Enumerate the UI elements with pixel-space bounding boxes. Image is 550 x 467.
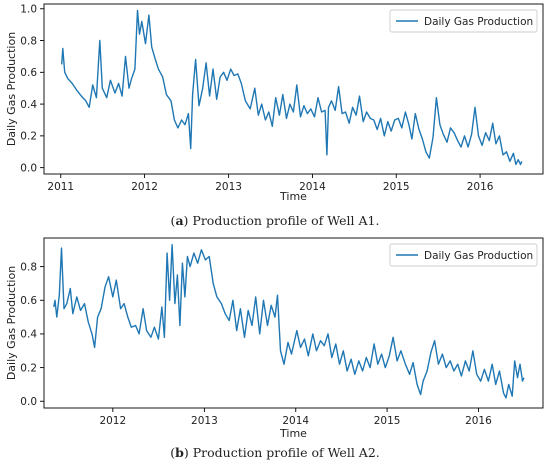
x-tick-label: 2014 [282,415,309,427]
legend-label: Daily Gas Production [424,16,533,28]
x-tick-label: 2016 [467,181,494,193]
x-axis-title: Time [279,427,307,440]
legend-box [389,243,538,267]
caption-label: b [175,445,184,460]
y-tick-label: 0.6 [20,67,37,79]
chart-panel-b: 0.0 0.2 0.4 0.6 0.8 2012 2013 2014 2015 2016 Tim… [5,237,544,440]
x-axis: 2011 2012 2013 2014 2015 2016 [47,174,494,193]
caption-b: (b) Production profile of Well A2. [170,445,380,460]
legend: Daily Gas Production [389,243,538,267]
y-tick-label: 1.0 [20,4,37,16]
x-tick-label: 2011 [47,181,74,193]
legend-label: Daily Gas Production [424,250,533,262]
y-tick-label: 0.2 [20,131,37,143]
x-tick-label: 2012 [99,415,126,427]
y-tick-label: 0.4 [20,99,37,111]
y-tick-label: 0.0 [20,396,37,408]
y-tick-label: 0.8 [20,261,37,273]
caption-label: a [175,213,184,228]
x-tick-label: 2015 [383,181,410,193]
x-tick-label: 2013 [191,415,218,427]
y-tick-label: 0.2 [20,362,37,374]
x-tick-label: 2016 [465,415,492,427]
y-axis: 0.0 0.2 0.4 0.6 0.8 [20,261,44,408]
x-tick-label: 2012 [131,181,158,193]
y-axis: 0.0 0.2 0.4 0.6 0.8 1.0 [20,4,44,174]
caption-a: (a) Production profile of Well A1. [170,213,380,228]
series-line [53,244,525,399]
y-tick-label: 0.6 [20,295,37,307]
y-axis-title: Daily Gas Production [5,32,18,146]
y-tick-label: 0.8 [20,35,37,47]
chart-panel-a: 0.00.20.40.60.81.0 2011 2012 2013 2014 2015 2… [5,3,544,203]
y-tick-label: 0.4 [20,329,37,341]
legend-box [389,9,538,33]
x-tick-label: 2013 [215,181,242,193]
plot-area [43,237,544,409]
x-tick-label: 2014 [299,181,326,193]
x-tick-label: 2015 [374,415,401,427]
x-axis: 2012 2013 2014 2015 2016 [99,408,492,427]
caption-text: Production profile of Well A2. [192,445,380,460]
series-line [61,9,523,166]
plot-area [43,3,544,175]
y-tick-label: 0.0 [20,162,37,174]
legend: Daily Gas Production [389,9,538,33]
x-axis-title: Time [279,190,307,203]
caption-text: Production profile of Well A1. [192,213,380,228]
y-axis-title: Daily Gas Production [5,266,18,380]
